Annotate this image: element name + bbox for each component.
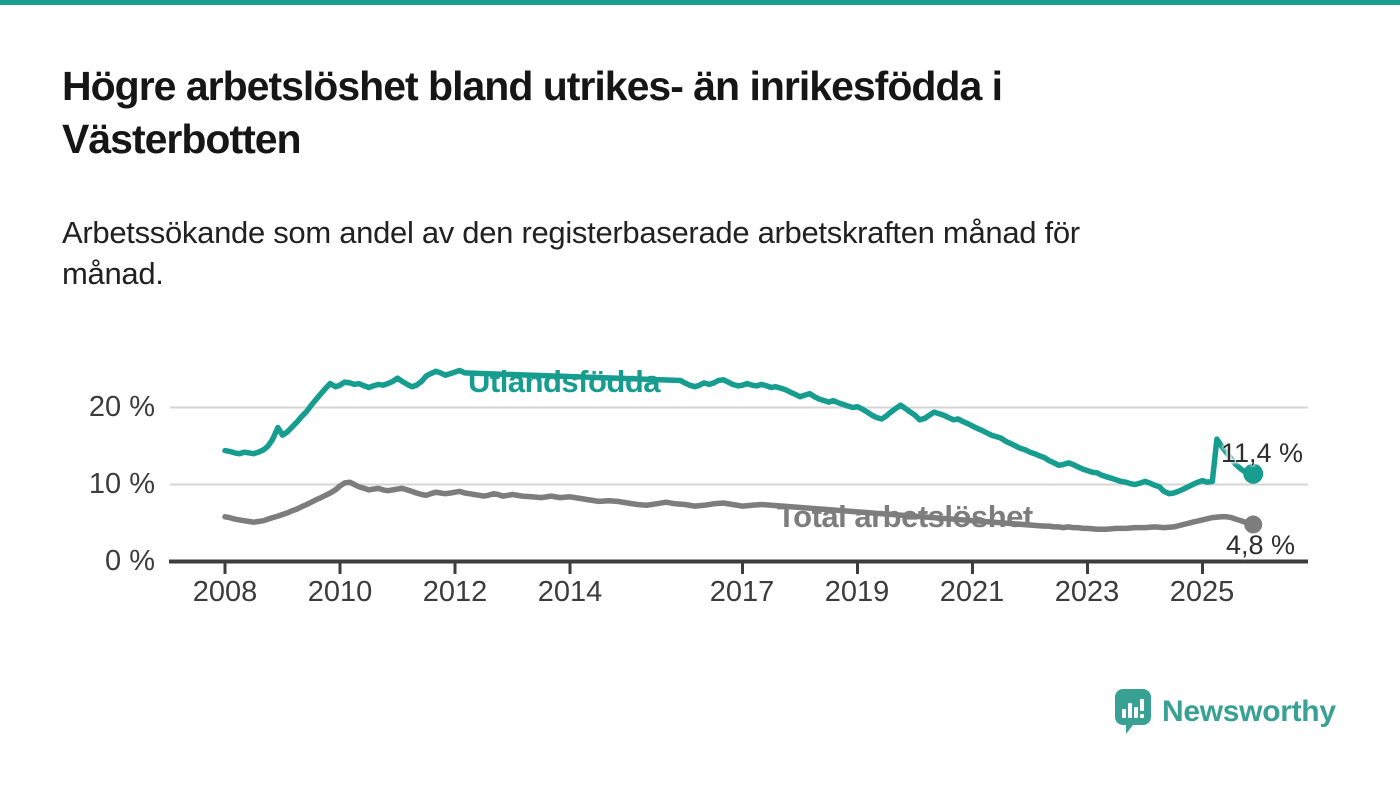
x-tick-label-2008: 2008 bbox=[192, 576, 258, 608]
x-tick-label-2023: 2023 bbox=[1054, 576, 1120, 608]
x-tick-label-2017: 2017 bbox=[709, 576, 775, 608]
bar-chart-speech-bubble-icon bbox=[1115, 689, 1151, 734]
end-value-label-utlandsfodda: 11,4 % bbox=[1221, 438, 1304, 468]
x-tick-label-2014: 2014 bbox=[537, 576, 603, 608]
newsworthy-wordmark: Newsworthy bbox=[1162, 694, 1336, 728]
x-tick-label-2012: 2012 bbox=[422, 576, 488, 608]
y-tick-label-10: 10 % bbox=[88, 468, 155, 500]
x-tick-label-2025: 2025 bbox=[1169, 576, 1235, 608]
x-tick-label-2010: 2010 bbox=[307, 576, 373, 608]
x-tick-label-2021: 2021 bbox=[939, 576, 1005, 608]
y-tick-label-20: 20 % bbox=[88, 391, 155, 423]
newsworthy-logo: Newsworthy bbox=[1114, 688, 1336, 735]
y-tick-label-0: 0 % bbox=[105, 545, 155, 577]
top-accent-bar bbox=[0, 0, 1400, 5]
chart-subtitle: Arbetssökande som andel av den registerb… bbox=[62, 215, 1080, 291]
series-label-utlandsfodda: Utlandsfödda bbox=[468, 364, 661, 399]
page-title: Högre arbetslöshet bland utrikes- än inr… bbox=[62, 63, 1003, 162]
series-label-total-arbetsloshet: Total arbetslöshet bbox=[777, 499, 1033, 534]
x-tick-label-2019: 2019 bbox=[824, 576, 890, 608]
end-value-label-total: 4,8 % bbox=[1226, 530, 1296, 560]
